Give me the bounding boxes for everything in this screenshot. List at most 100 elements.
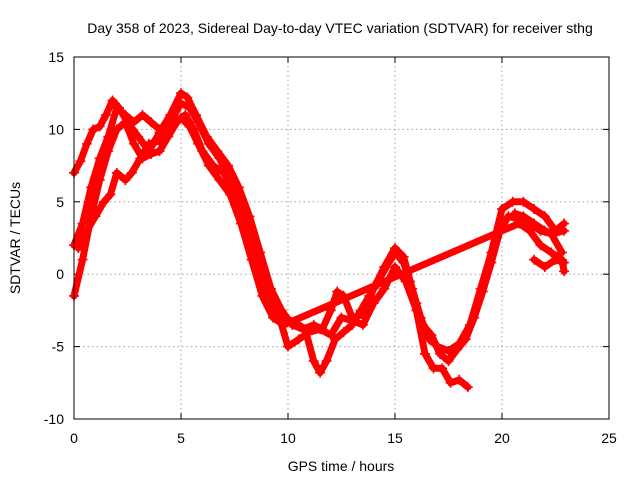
- data-point: [272, 305, 283, 316]
- data-point: [411, 305, 422, 316]
- data-point: [225, 189, 236, 200]
- chart-title: Day 358 of 2023, Sidereal Day-to-day VTE…: [87, 20, 593, 36]
- data-point: [77, 254, 88, 265]
- y-tick-label: -10: [44, 411, 64, 427]
- x-tick-label: 10: [280, 430, 296, 446]
- data-point: [434, 348, 445, 359]
- data-point: [268, 312, 279, 323]
- data-point: [336, 312, 347, 323]
- data-point: [101, 109, 112, 120]
- data-point: [503, 211, 514, 222]
- y-tick-label: 10: [48, 121, 64, 137]
- data-point: [257, 290, 268, 301]
- data-point: [477, 286, 488, 297]
- x-tick-label: 15: [387, 430, 403, 446]
- data-point: [154, 124, 165, 135]
- data-point: [98, 196, 109, 207]
- y-axis-label: SDTVAR / TECUs: [7, 182, 23, 294]
- data-point: [443, 356, 454, 367]
- data-layer: [69, 88, 570, 393]
- data-point: [486, 257, 497, 268]
- data-point: [283, 341, 293, 352]
- data-point: [218, 167, 229, 178]
- series-track-1: [69, 88, 570, 356]
- data-point: [368, 298, 379, 309]
- x-tick-label: 5: [177, 430, 185, 446]
- data-point: [103, 146, 114, 157]
- data-point: [154, 135, 165, 146]
- data-point: [133, 131, 144, 142]
- data-point: [126, 167, 137, 178]
- data-point: [460, 334, 471, 345]
- data-point: [184, 102, 195, 113]
- data-point: [105, 189, 116, 200]
- data-point: [445, 377, 456, 388]
- data-point: [325, 330, 336, 341]
- x-tick-label: 0: [70, 430, 78, 446]
- data-point: [518, 211, 529, 222]
- data-point: [94, 175, 105, 186]
- data-point: [539, 261, 550, 272]
- data-point: [120, 117, 131, 128]
- data-point: [203, 160, 214, 171]
- data-point: [462, 382, 473, 393]
- data-point: [176, 88, 186, 99]
- series-track-3: [69, 109, 473, 393]
- data-point: [347, 315, 358, 326]
- data-point: [135, 153, 146, 164]
- data-point: [128, 138, 139, 149]
- data-point: [90, 211, 101, 222]
- data-point: [529, 218, 540, 229]
- data-point: [518, 196, 529, 207]
- data-point: [535, 240, 546, 251]
- y-tick-label: 0: [56, 266, 64, 282]
- ticks-layer: 0 5 10 15 20 25 -10 -5 0 5 10 15: [44, 49, 617, 446]
- data-point: [73, 243, 84, 254]
- data-point: [452, 344, 463, 355]
- x-axis-label: GPS time / hours: [288, 458, 395, 474]
- data-point: [176, 98, 186, 109]
- data-point: [437, 363, 448, 374]
- data-point: [176, 112, 186, 123]
- data-point: [81, 138, 92, 149]
- data-point: [357, 319, 368, 330]
- data-point: [143, 138, 154, 149]
- y-tick-label: 15: [48, 49, 64, 65]
- data-point: [548, 228, 559, 239]
- plot-frame: [73, 56, 610, 420]
- data-point: [559, 225, 570, 236]
- data-point: [77, 218, 88, 229]
- data-point: [332, 286, 343, 297]
- data-point: [246, 254, 257, 265]
- data-point: [559, 257, 570, 268]
- data-point: [497, 204, 507, 215]
- data-point: [321, 356, 332, 367]
- data-point: [111, 102, 122, 113]
- data-point: [293, 334, 304, 345]
- data-point: [330, 334, 341, 345]
- data-point: [550, 254, 561, 265]
- data-point: [308, 356, 319, 367]
- data-point: [154, 146, 165, 157]
- x-tick-label: 25: [601, 430, 617, 446]
- data-point: [111, 167, 122, 178]
- data-point: [235, 218, 246, 229]
- data-point: [278, 319, 289, 330]
- data-point: [419, 348, 430, 359]
- data-point: [315, 367, 326, 378]
- grid-layer: [74, 57, 609, 419]
- data-point: [137, 109, 148, 120]
- data-point: [400, 276, 411, 287]
- data-point: [539, 225, 550, 236]
- data-point: [182, 92, 193, 103]
- data-point: [184, 121, 195, 132]
- data-point: [390, 261, 400, 272]
- data-point: [398, 257, 409, 268]
- data-point: [88, 124, 99, 135]
- data-point: [75, 156, 86, 167]
- data-point: [94, 121, 105, 132]
- data-point: [315, 324, 326, 335]
- data-point: [529, 254, 540, 265]
- data-point: [165, 124, 176, 135]
- data-point: [304, 327, 315, 338]
